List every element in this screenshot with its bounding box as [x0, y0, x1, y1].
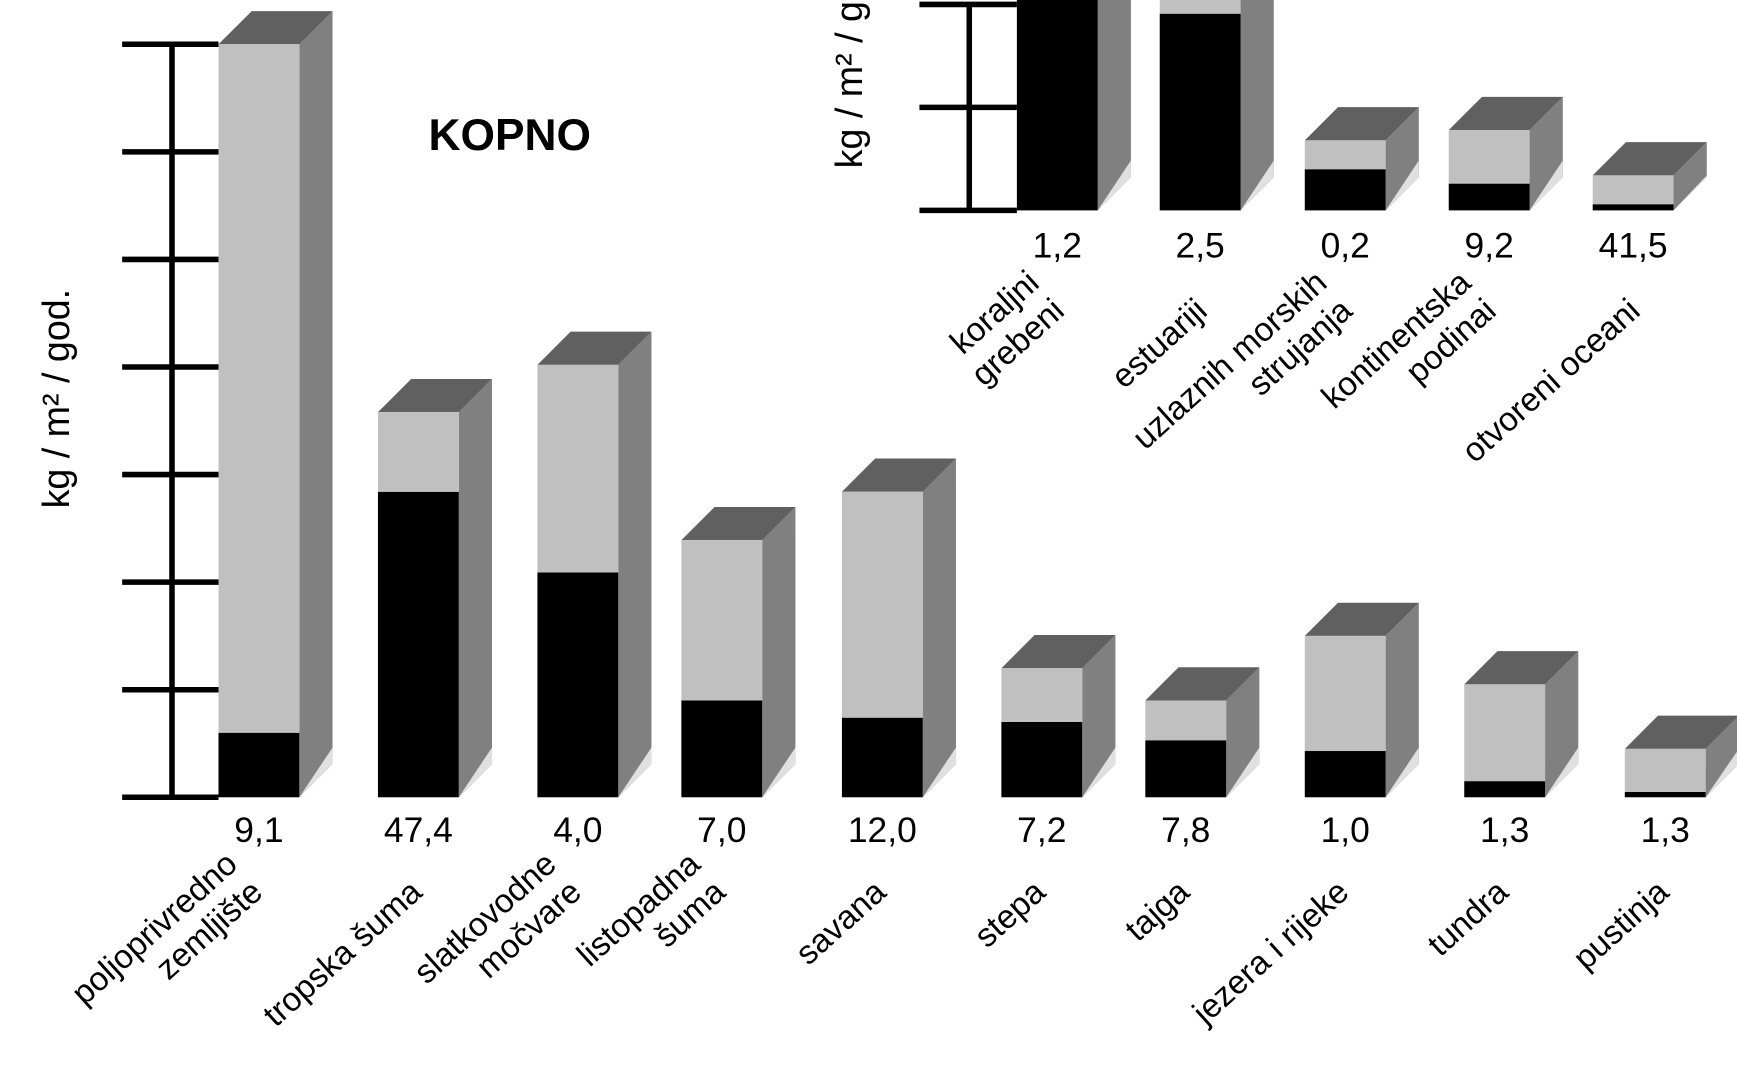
bar-top: [1304, 107, 1419, 141]
chart-title: KOPNO: [429, 111, 591, 160]
bar-segment: [1159, 13, 1241, 211]
bar-segment: [377, 412, 459, 492]
bar-top: [537, 331, 652, 365]
bar-segment: [218, 44, 300, 733]
bar-side-shade: [1385, 160, 1419, 211]
area-label: 7,0: [697, 810, 746, 850]
bar-side: [1240, 0, 1274, 211]
bar-segment: [1001, 721, 1083, 798]
area-label: 41,5: [1599, 225, 1668, 265]
bar-top: [1145, 667, 1260, 701]
bar-segment: [1304, 169, 1386, 211]
bar-side: [1705, 717, 1737, 798]
bar-side: [1673, 142, 1707, 211]
bar-segment: [1464, 684, 1546, 782]
bar-segment: [537, 572, 619, 798]
area-label: 7,2: [1017, 810, 1066, 850]
bar-top: [1448, 96, 1563, 131]
bar-top: [1464, 651, 1579, 685]
bar-segment: [841, 717, 923, 798]
area-label: 7,8: [1161, 810, 1210, 850]
bar-top: [1624, 715, 1737, 749]
bar-segment: [841, 491, 923, 718]
bar-side-shade: [1097, 160, 1131, 211]
bar-segment: [1016, 0, 1098, 211]
bar-segment: [681, 700, 763, 798]
bar-top: [681, 506, 796, 541]
bar-segment: [377, 491, 459, 798]
bar-side: [299, 11, 333, 798]
bar-side: [922, 458, 956, 798]
bar-segment: [1624, 791, 1706, 798]
bar-segment: [1001, 668, 1083, 722]
area-label: 4,0: [553, 810, 602, 850]
bar-top: [1592, 142, 1707, 176]
y-axis-label: kg / m² / god.: [828, 0, 870, 168]
bar-segment: [1448, 183, 1530, 211]
bar-segment: [1145, 700, 1227, 741]
bar-segment: [1304, 140, 1386, 170]
area-label: 9,1: [234, 810, 283, 850]
bar-segment: [1464, 781, 1546, 798]
bar-side: [1385, 602, 1419, 798]
area-label: 12,0: [848, 810, 917, 850]
bar-segment: [1145, 740, 1227, 798]
area-label: 1,2: [1033, 225, 1082, 265]
bar-side: [1097, 0, 1131, 211]
bar-segment: [1159, 0, 1241, 14]
bar-side: [458, 378, 493, 798]
bar-segment: [537, 364, 619, 573]
bar-top: [1001, 634, 1116, 669]
bar-segment: [1592, 175, 1674, 205]
bar-side: [618, 331, 652, 798]
bar-top: [377, 378, 493, 413]
bar-top: [841, 458, 956, 492]
area-label: 1,0: [1321, 810, 1370, 850]
area-label: 9,2: [1465, 225, 1514, 265]
bar-side: [1082, 634, 1116, 798]
area-label: 1,3: [1480, 810, 1529, 850]
bar-segment: [1304, 635, 1386, 752]
bar-top: [218, 11, 333, 45]
bar-top: [1304, 602, 1419, 636]
bar-segment: [1448, 130, 1530, 184]
bar-side-shade: [1529, 160, 1563, 211]
bar-side-shade: [1545, 747, 1579, 798]
area-label: 2,5: [1176, 225, 1225, 265]
area-label: 1,3: [1641, 810, 1690, 850]
area-label: 0,2: [1321, 225, 1370, 265]
bar-segment: [218, 732, 300, 798]
y-axis-label: kg / m² / god.: [35, 289, 77, 509]
bar-side-shade: [1673, 175, 1707, 211]
bar-side: [762, 506, 796, 798]
bar-segment: [1624, 748, 1706, 792]
bar-segment: [1592, 204, 1674, 211]
area-label: 47,4: [384, 810, 453, 850]
bar-side-shade: [1240, 160, 1274, 211]
bar-segment: [681, 540, 763, 701]
bar-segment: [1304, 751, 1386, 798]
